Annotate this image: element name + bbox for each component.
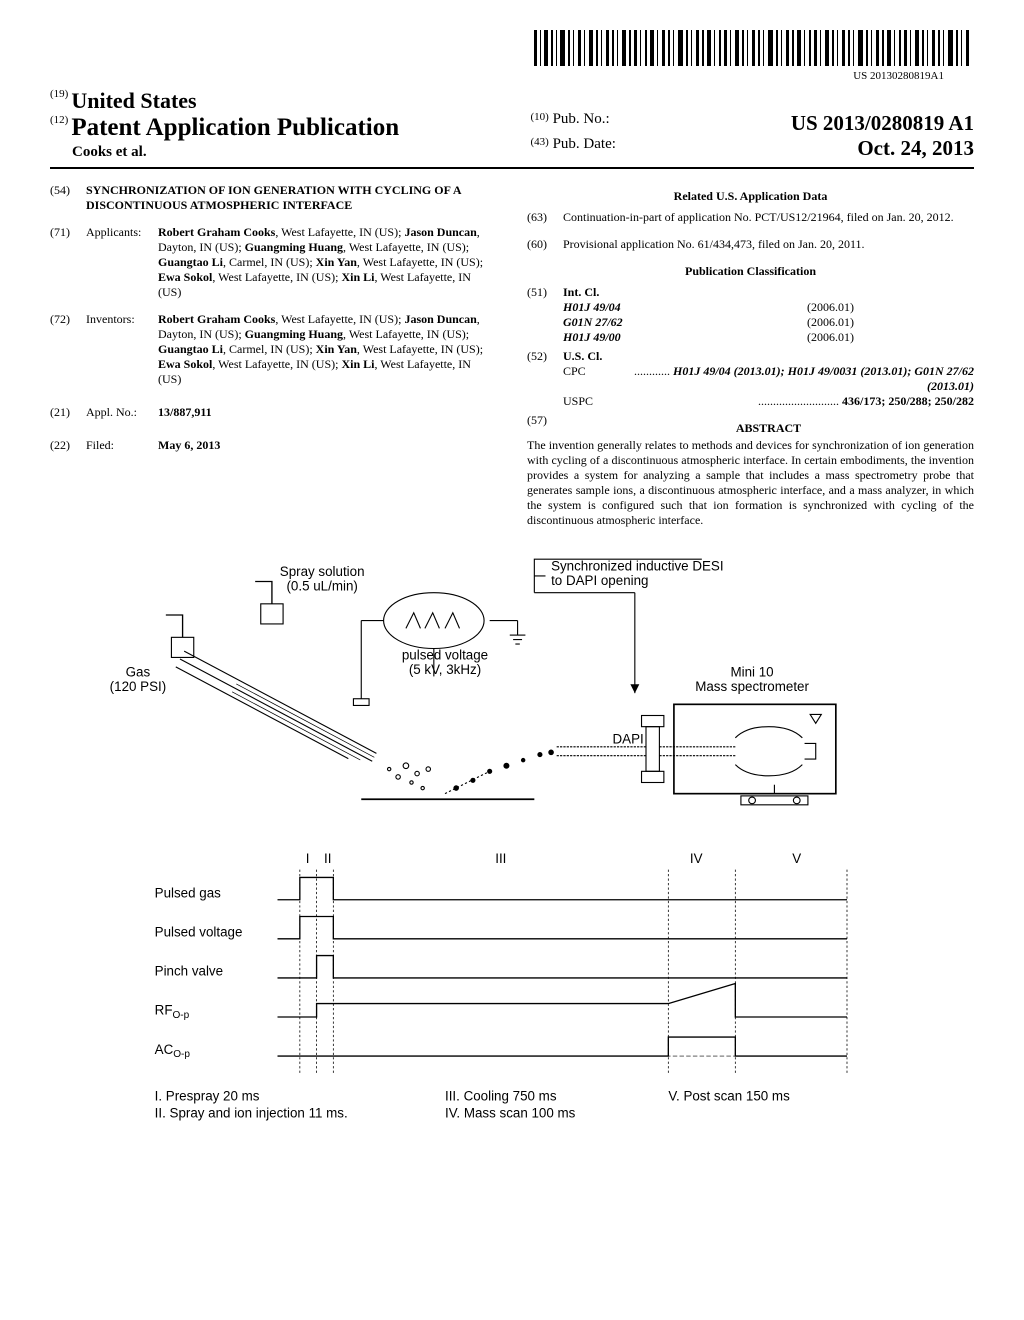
massspec-label: Mass spectrometer bbox=[695, 679, 809, 694]
pinch-valve-row: Pinch valve bbox=[155, 964, 223, 979]
phase-1-label: I bbox=[306, 851, 310, 866]
pulsed-v-label: pulsed voltage bbox=[402, 648, 488, 663]
mini10-label: Mini 10 bbox=[731, 664, 774, 679]
dapi-label: DAPI bbox=[612, 731, 643, 746]
field-52-num: (52) bbox=[527, 349, 563, 409]
field-63-content: Continuation-in-part of application No. … bbox=[563, 210, 974, 225]
legend-i: I. Prespray 20 ms bbox=[155, 1089, 260, 1104]
pubclass-heading: Publication Classification bbox=[527, 264, 974, 279]
applicants-list: Robert Graham Cooks, West Lafayette, IN … bbox=[158, 225, 497, 300]
phase-3-label: III bbox=[495, 851, 506, 866]
pub-no: US 2013/0280819 A1 bbox=[791, 111, 974, 136]
abstract-label: ABSTRACT bbox=[563, 421, 974, 436]
cpc-label: CPC bbox=[563, 364, 586, 379]
gas-label: Gas bbox=[126, 664, 151, 679]
phase-4-label: IV bbox=[690, 851, 703, 866]
inventors-list: Robert Graham Cooks, West Lafayette, IN … bbox=[158, 312, 497, 387]
intcl-ver: (2006.01) bbox=[807, 300, 854, 315]
barcode-bars bbox=[534, 30, 974, 66]
spray-rate-label: (0.5 uL/min) bbox=[286, 578, 357, 593]
phase-5-label: V bbox=[792, 851, 801, 866]
ac-sub: O-p bbox=[173, 1049, 190, 1060]
uscl-label: U.S. Cl. bbox=[563, 349, 602, 363]
field-72-num: (72) bbox=[50, 312, 86, 387]
apparatus-diagram: Gas (120 PSI) Spray solution (0.5 uL/min… bbox=[110, 558, 836, 804]
field-60-content: Provisional application No. 61/434,473, … bbox=[563, 237, 974, 252]
figure-area: Gas (120 PSI) Spray solution (0.5 uL/min… bbox=[50, 548, 974, 1166]
barcode-block: US 20130280819A1 bbox=[50, 30, 974, 82]
right-column: Related U.S. Application Data (63) Conti… bbox=[527, 183, 974, 528]
pub-date: Oct. 24, 2013 bbox=[857, 136, 974, 161]
phase-2-label: II bbox=[324, 851, 331, 866]
header-rule bbox=[50, 167, 974, 169]
publication-type: Patent Application Publication bbox=[71, 114, 399, 141]
invention-title: SYNCHRONIZATION OF ION GENERATION WITH C… bbox=[86, 183, 497, 213]
patent-figure: Gas (120 PSI) Spray solution (0.5 uL/min… bbox=[110, 548, 914, 1162]
cpc-value: H01J 49/04 (2013.01); H01J 49/0031 (2013… bbox=[673, 364, 974, 393]
field-22-label: Filed: bbox=[86, 438, 158, 453]
pulsed-v-params: (5 kV, 3kHz) bbox=[409, 662, 481, 677]
intcl-ver: (2006.01) bbox=[807, 315, 854, 330]
left-column: (54) SYNCHRONIZATION OF ION GENERATION W… bbox=[50, 183, 497, 528]
authors-line: Cooks et al. bbox=[50, 144, 494, 161]
header-row: (19) United States (12) Patent Applicati… bbox=[50, 88, 974, 161]
code-12: (12) bbox=[50, 114, 68, 126]
pub-no-label: Pub. No.: bbox=[553, 111, 610, 127]
intcl-code: H01J 49/00 bbox=[563, 330, 621, 345]
country: United States bbox=[71, 88, 196, 113]
field-60-num: (60) bbox=[527, 237, 563, 252]
intcl-label: Int. Cl. bbox=[563, 285, 599, 299]
legend-ii: II. Spray and ion injection 11 ms. bbox=[155, 1105, 348, 1120]
ac-row: AC bbox=[155, 1042, 174, 1057]
code-43: (43) bbox=[530, 136, 548, 148]
rf-sub: O-p bbox=[173, 1010, 190, 1021]
timing-diagram: I II III IV V Pulsed gas Pulsed voltage … bbox=[155, 851, 847, 1121]
svg-text:ACO-p: ACO-p bbox=[155, 1042, 191, 1060]
gas-psi-label: (120 PSI) bbox=[110, 679, 166, 694]
intcl-ver: (2006.01) bbox=[807, 330, 854, 345]
appl-no: 13/887,911 bbox=[158, 405, 212, 419]
intcl-code: G01N 27/62 bbox=[563, 315, 623, 330]
svg-text:RFO-p: RFO-p bbox=[155, 1003, 190, 1021]
legend-v: V. Post scan 150 ms bbox=[668, 1089, 790, 1104]
to-dapi-label: to DAPI opening bbox=[551, 573, 648, 588]
pub-date-label: Pub. Date: bbox=[553, 136, 616, 152]
abstract-text: The invention generally relates to metho… bbox=[527, 438, 974, 528]
spray-sol-label: Spray solution bbox=[280, 564, 365, 579]
field-54-num: (54) bbox=[50, 183, 86, 213]
field-22-num: (22) bbox=[50, 438, 86, 453]
pulsed-gas-row: Pulsed gas bbox=[155, 886, 221, 901]
field-21-num: (21) bbox=[50, 405, 86, 420]
related-heading: Related U.S. Application Data bbox=[527, 189, 974, 204]
field-71-num: (71) bbox=[50, 225, 86, 300]
rf-row: RF bbox=[155, 1003, 173, 1018]
intcl-code: H01J 49/04 bbox=[563, 300, 621, 315]
legend-iv: IV. Mass scan 100 ms bbox=[445, 1105, 576, 1120]
barcode-number: US 20130280819A1 bbox=[50, 70, 974, 82]
field-71-label: Applicants: bbox=[86, 225, 158, 300]
field-57-num: (57) bbox=[527, 413, 563, 436]
filed-date: May 6, 2013 bbox=[158, 438, 220, 452]
body-columns: (54) SYNCHRONIZATION OF ION GENERATION W… bbox=[50, 183, 974, 528]
legend-iii: III. Cooling 750 ms bbox=[445, 1089, 557, 1104]
pulsed-voltage-row: Pulsed voltage bbox=[155, 925, 243, 940]
field-63-num: (63) bbox=[527, 210, 563, 225]
uspc-value: 436/173; 250/288; 250/282 bbox=[842, 394, 974, 408]
field-72-label: Inventors: bbox=[86, 312, 158, 387]
field-51-num: (51) bbox=[527, 285, 563, 345]
sync-desi-label: Synchronized inductive DESI bbox=[551, 558, 723, 573]
code-10: (10) bbox=[530, 111, 548, 123]
intcl-list: H01J 49/04(2006.01) G01N 27/62(2006.01) … bbox=[563, 300, 974, 345]
uspc-label: USPC bbox=[563, 394, 593, 409]
field-21-label: Appl. No.: bbox=[86, 405, 158, 420]
code-19: (19) bbox=[50, 88, 68, 100]
